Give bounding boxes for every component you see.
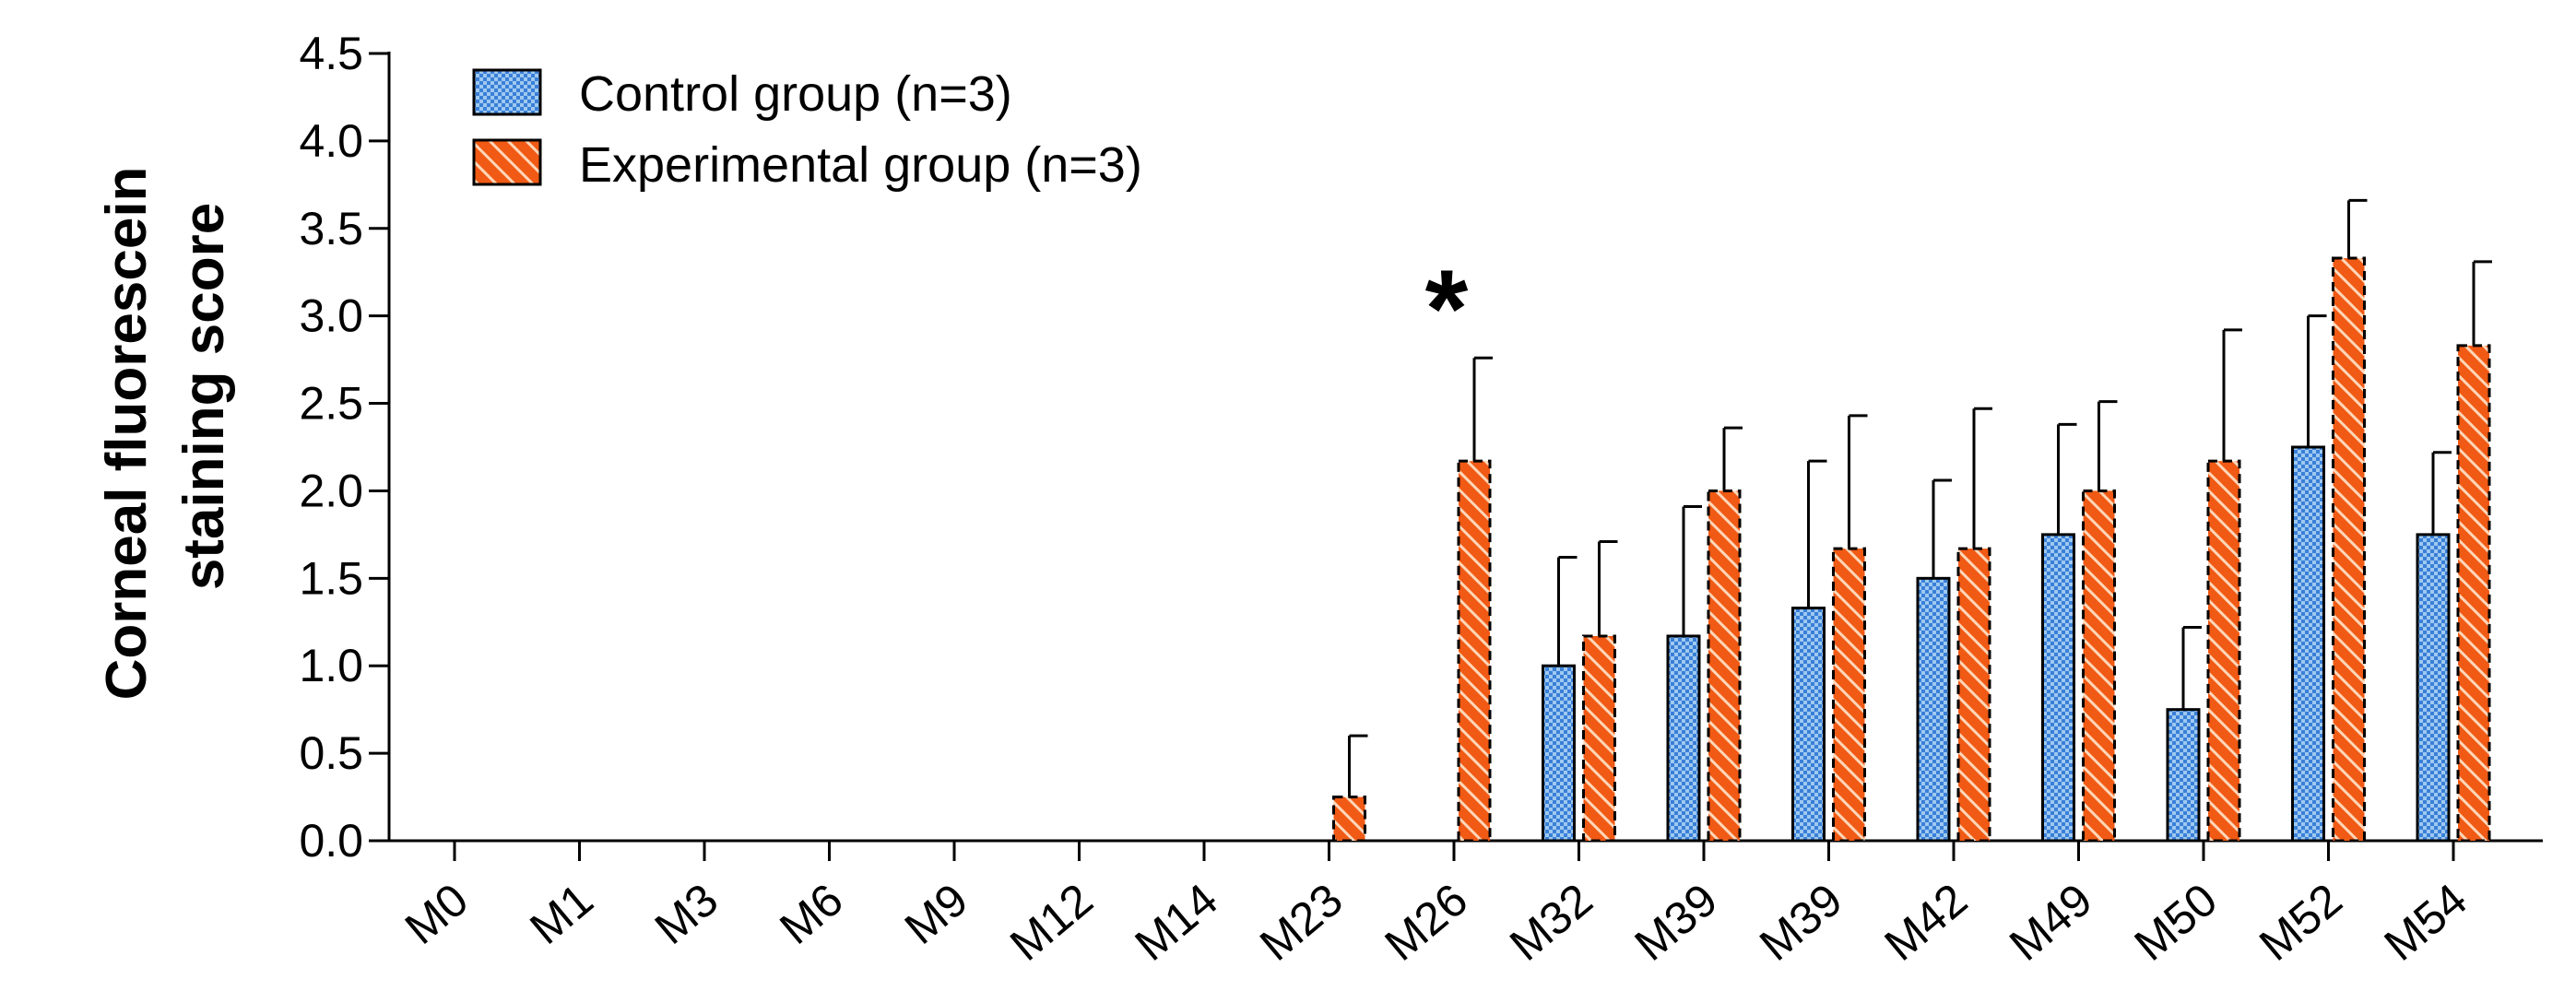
- x-tick-label: M12: [1000, 874, 1103, 971]
- bars: [1332, 198, 2492, 843]
- x-tick-label: M49: [2000, 874, 2102, 971]
- x-tick-label: M54: [2375, 874, 2477, 971]
- y-axis-title: Corneal fluorescein staining score: [95, 167, 236, 701]
- x-tick-label: M42: [1875, 874, 1978, 971]
- legend-label-experimental: Experimental group (n=3): [579, 137, 1142, 193]
- x-axis: M0 M1 M3 M6 M9 M12 M14 M23 M26 M32 M39 M39 M42 M49 M50…: [389, 839, 2543, 971]
- x-tick-label: M14: [1126, 874, 1228, 971]
- y-tick-label: 1.0: [299, 640, 363, 691]
- y-tick-label: 2.0: [299, 465, 363, 516]
- y-tick-label: 0.0: [299, 815, 363, 867]
- bar-control: [1542, 664, 1576, 843]
- y-tick-label: 3.0: [299, 290, 363, 342]
- legend: Control group (n=3) Experimental group (…: [472, 66, 1142, 193]
- legend-label-control: Control group (n=3): [579, 66, 1012, 122]
- x-tick-label: M52: [2250, 874, 2352, 971]
- bar-experimental: [1582, 634, 1616, 843]
- annotations: *: [1425, 247, 1469, 371]
- bar-experimental: [2456, 344, 2491, 843]
- x-tick-label: M3: [645, 874, 727, 955]
- bar-experimental: [1332, 796, 1366, 843]
- bar-experimental: [1457, 459, 1492, 843]
- y-tick-label: 1.5: [299, 552, 363, 604]
- y-tick-label: 0.5: [299, 727, 363, 779]
- bar-experimental: [1956, 547, 1991, 843]
- bar-control: [1666, 634, 1701, 843]
- x-tick-label: M50: [2125, 874, 2227, 971]
- bar-control: [1916, 576, 1951, 843]
- y-tick-label: 2.5: [299, 378, 363, 430]
- x-tick-label: M39: [1750, 874, 1852, 971]
- bar-experimental: [1832, 547, 1866, 843]
- bar-experimental: [2332, 256, 2366, 843]
- x-tick-label: M6: [770, 874, 852, 955]
- bar-control: [2166, 708, 2201, 843]
- bar-control: [1791, 607, 1826, 843]
- y-axis-title-line-1: Corneal fluorescein: [95, 167, 159, 701]
- bar-control: [2041, 533, 2075, 843]
- x-tick-label: M1: [520, 874, 602, 955]
- y-tick-label: 4.5: [299, 28, 363, 79]
- bar-control: [2416, 533, 2451, 843]
- x-tick-label: M39: [1625, 874, 1728, 971]
- bar-experimental: [2082, 489, 2116, 843]
- y-tick-label: 3.5: [299, 203, 363, 254]
- x-tick-label: M0: [396, 874, 478, 955]
- y-axis-title-line-2: staining score: [172, 203, 236, 590]
- y-tick-label: 4.0: [299, 115, 363, 167]
- x-tick-label: M26: [1376, 874, 1478, 971]
- bar-experimental: [2206, 459, 2241, 843]
- y-axis: 0.0 0.5 1.0 1.5 2.0 2.5 3.0 3.5 4.0 4.5: [299, 28, 391, 867]
- legend-swatch-control: [472, 68, 542, 116]
- bar-experimental: [1707, 489, 1742, 843]
- legend-swatch-experimental: [472, 138, 542, 186]
- significance-marker: *: [1425, 247, 1469, 371]
- x-tick-label: M32: [1500, 874, 1602, 971]
- x-tick-label: M9: [895, 874, 977, 955]
- x-tick-label: M23: [1250, 874, 1353, 971]
- bar-control: [2291, 445, 2325, 843]
